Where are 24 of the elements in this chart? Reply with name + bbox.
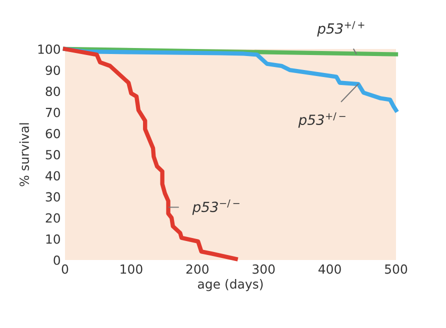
y-tick-label: 90 (46, 66, 60, 76)
line-series (62, 46, 398, 112)
x-axis-title: age (days) (198, 279, 263, 292)
x-tick-label: 400 (318, 264, 341, 274)
x-tick-label: 300 (252, 264, 275, 274)
x-tick-label: 0 (62, 264, 68, 274)
y-tick-label: 100 (38, 44, 60, 54)
annotation: p53$^{+/+}$ (317, 21, 364, 36)
y-tick-label: 50 (46, 150, 60, 160)
y-tick-label: 40 (46, 171, 60, 181)
y-tick-label: 30 (46, 192, 60, 202)
y-tick-label: 70 (46, 108, 60, 118)
x-tick-label: 500 (385, 264, 408, 274)
annotation: p53$^{−/−}$ (192, 200, 240, 215)
y-tick-label: 0 (54, 255, 60, 265)
y-tick-label: 60 (46, 128, 60, 138)
y-tick-label: 10 (46, 234, 60, 244)
x-tick-label: 200 (186, 264, 208, 274)
line-series (62, 46, 238, 262)
x-tick-label: 100 (120, 264, 142, 274)
annotation: p53$^{+/−}$ (298, 112, 346, 128)
y-tick-label: 20 (46, 213, 60, 223)
y-axis-title: % survival (19, 123, 29, 186)
y-tick-label: 80 (46, 86, 60, 96)
